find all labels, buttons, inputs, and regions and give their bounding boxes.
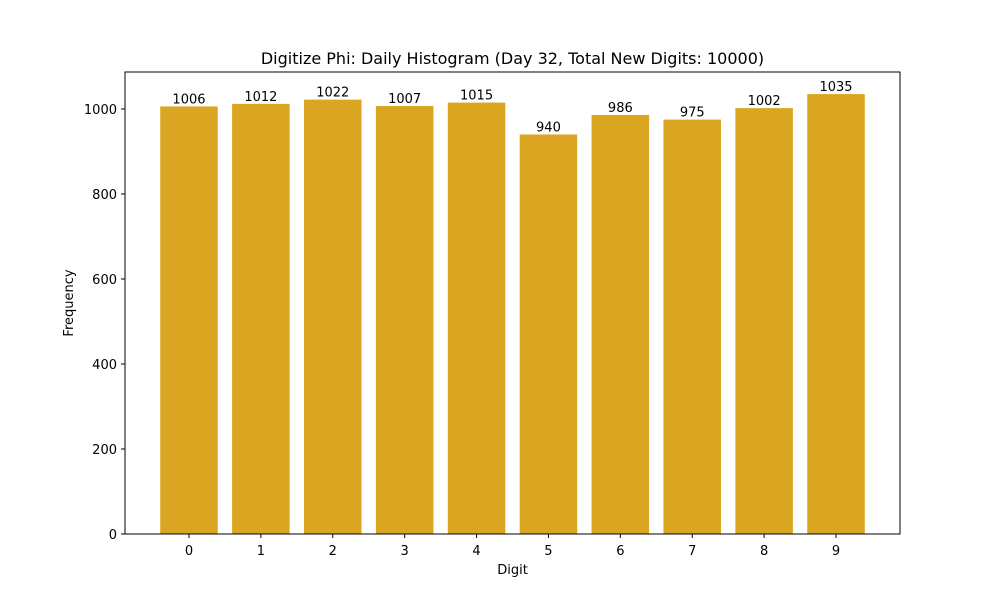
y-tick-label: 800 bbox=[92, 188, 117, 203]
data-label: 1022 bbox=[316, 86, 349, 101]
bar-digit-5 bbox=[519, 134, 578, 534]
bar-digit-3 bbox=[375, 106, 434, 535]
x-tick-label: 4 bbox=[472, 544, 480, 559]
x-tick-label: 0 bbox=[185, 544, 193, 559]
data-label: 1007 bbox=[388, 92, 421, 107]
data-label: 975 bbox=[680, 106, 705, 121]
bar-digit-7 bbox=[663, 119, 721, 535]
bar-digit-1 bbox=[232, 103, 290, 535]
x-tick-label: 1 bbox=[257, 544, 265, 559]
x-tick-label: 8 bbox=[760, 544, 768, 559]
plot-frame bbox=[124, 71, 901, 535]
bar-digit-9 bbox=[807, 94, 865, 534]
data-label: 1006 bbox=[172, 92, 205, 107]
data-label: 986 bbox=[608, 101, 633, 116]
bar-digit-2 bbox=[304, 99, 362, 534]
y-tick-label: 200 bbox=[92, 443, 117, 458]
y-tick-label: 600 bbox=[92, 273, 117, 288]
bar-digit-4 bbox=[447, 102, 506, 534]
x-tick-label: 7 bbox=[688, 544, 696, 559]
y-tick-label: 0 bbox=[109, 528, 117, 543]
x-tick-label: 9 bbox=[832, 544, 840, 559]
data-label: 1002 bbox=[748, 94, 781, 109]
data-label: 940 bbox=[536, 120, 561, 135]
chart-title: Digitize Phi: Daily Histogram (Day 32, T… bbox=[261, 49, 764, 68]
data-label: 1012 bbox=[244, 90, 277, 105]
bar-digit-6 bbox=[591, 114, 650, 535]
y-tick-label: 400 bbox=[92, 358, 117, 373]
y-tick-label: 1000 bbox=[84, 103, 117, 118]
x-tick-label: 3 bbox=[401, 544, 409, 559]
x-tick-label: 5 bbox=[544, 544, 552, 559]
x-tick-label: 6 bbox=[616, 544, 624, 559]
bar-digit-0 bbox=[160, 106, 218, 534]
bar-digit-8 bbox=[735, 108, 793, 534]
data-label: 1015 bbox=[460, 89, 493, 104]
x-axis-label: Digit bbox=[497, 563, 528, 578]
data-label: 1035 bbox=[819, 80, 852, 95]
x-tick-label: 2 bbox=[329, 544, 337, 559]
y-axis-label: Frequency bbox=[62, 269, 77, 336]
